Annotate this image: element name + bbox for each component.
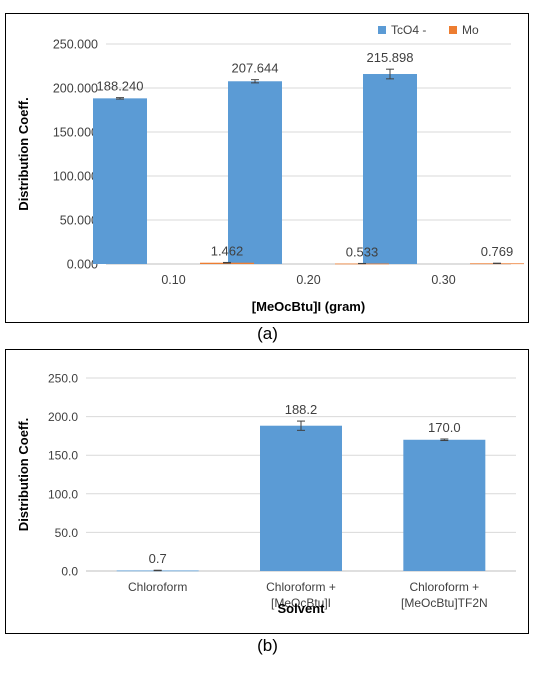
- chart-b: 0.0 50.0 100.0 150.0 200.0 250.0 Distribution …: [16, 372, 516, 616]
- chart-a-xtick-label: 0.10: [161, 273, 185, 287]
- chart-b-ytick-label: 150.0: [48, 449, 78, 463]
- chart-b-y-axis-title: Distribution Coeff.: [16, 418, 31, 531]
- chart-b-xtick-label: Chloroform +: [409, 580, 479, 594]
- chart-b-xtick-label: Chloroform: [128, 580, 187, 594]
- chart-a-xtick-label: 0.30: [431, 273, 455, 287]
- chart-b-data-label: 0.7: [149, 551, 167, 566]
- chart-a: 0.000 50.000 100.000 150.000 200.000 250.000 D…: [16, 23, 524, 314]
- chart-a-legend-label: TcO4 -: [391, 23, 426, 37]
- chart-a-legend-swatch: [378, 26, 386, 34]
- chart-a-ytick-label: 150.000: [53, 126, 98, 140]
- chart-a-data-label: 207.644: [232, 61, 279, 76]
- chart-a-ytick-label: 0.000: [67, 258, 98, 272]
- chart-a-y-axis-title: Distribution Coeff.: [16, 97, 31, 210]
- chart-a-ytick-label: 200.000: [53, 82, 98, 96]
- chart-a-bar: [93, 98, 147, 264]
- chart-a-data-label: 215.898: [367, 50, 414, 65]
- caption-b: (b): [257, 636, 278, 655]
- chart-b-ytick-label: 200.0: [48, 410, 78, 424]
- chart-a-legend-swatch: [449, 26, 457, 34]
- chart-a-bar: [228, 81, 282, 264]
- chart-b-ytick-label: 250.0: [48, 372, 78, 386]
- chart-b-ytick-label: 50.0: [55, 526, 79, 540]
- chart-b-bar: [260, 425, 342, 571]
- chart-a-panel: 0.000 50.000 100.000 150.000 200.000 250.000 D…: [5, 13, 529, 323]
- chart-a-legend-label: Mo: [462, 23, 479, 37]
- chart-b-xtick-label: [MeOcBtu]I: [271, 596, 331, 610]
- chart-a-x-axis-title: [MeOcBtu]I (gram): [252, 299, 365, 314]
- chart-b-ytick-label: 100.0: [48, 487, 78, 501]
- chart-a-xtick-label: 0.20: [296, 273, 320, 287]
- chart-b-x-axis-title: Solvent: [278, 601, 326, 616]
- chart-a-data-label: 1.462: [211, 243, 244, 258]
- chart-a-bar: [363, 74, 417, 264]
- chart-a-data-label: 0.769: [481, 244, 514, 259]
- chart-a-ytick-label: 100.000: [53, 170, 98, 184]
- chart-b-panel: 0.0 50.0 100.0 150.0 200.0 250.0 Distribution …: [5, 349, 529, 634]
- chart-a-data-label: 0.533: [346, 244, 379, 259]
- caption-a: (a): [257, 324, 278, 343]
- chart-b-data-label: 188.2: [285, 402, 318, 417]
- chart-a-ytick-label: 50.000: [60, 214, 98, 228]
- chart-a-ytick-label: 250.000: [53, 38, 98, 52]
- chart-a-data-label: 188.240: [97, 79, 144, 94]
- chart-b-data-label: 170.0: [428, 420, 461, 435]
- chart-b-xtick-label: Chloroform +: [266, 580, 336, 594]
- chart-b-bar: [403, 439, 486, 571]
- chart-b-xtick-label: [MeOcBtu]TF2N: [401, 596, 488, 610]
- chart-b-ytick-label: 0.0: [61, 565, 78, 579]
